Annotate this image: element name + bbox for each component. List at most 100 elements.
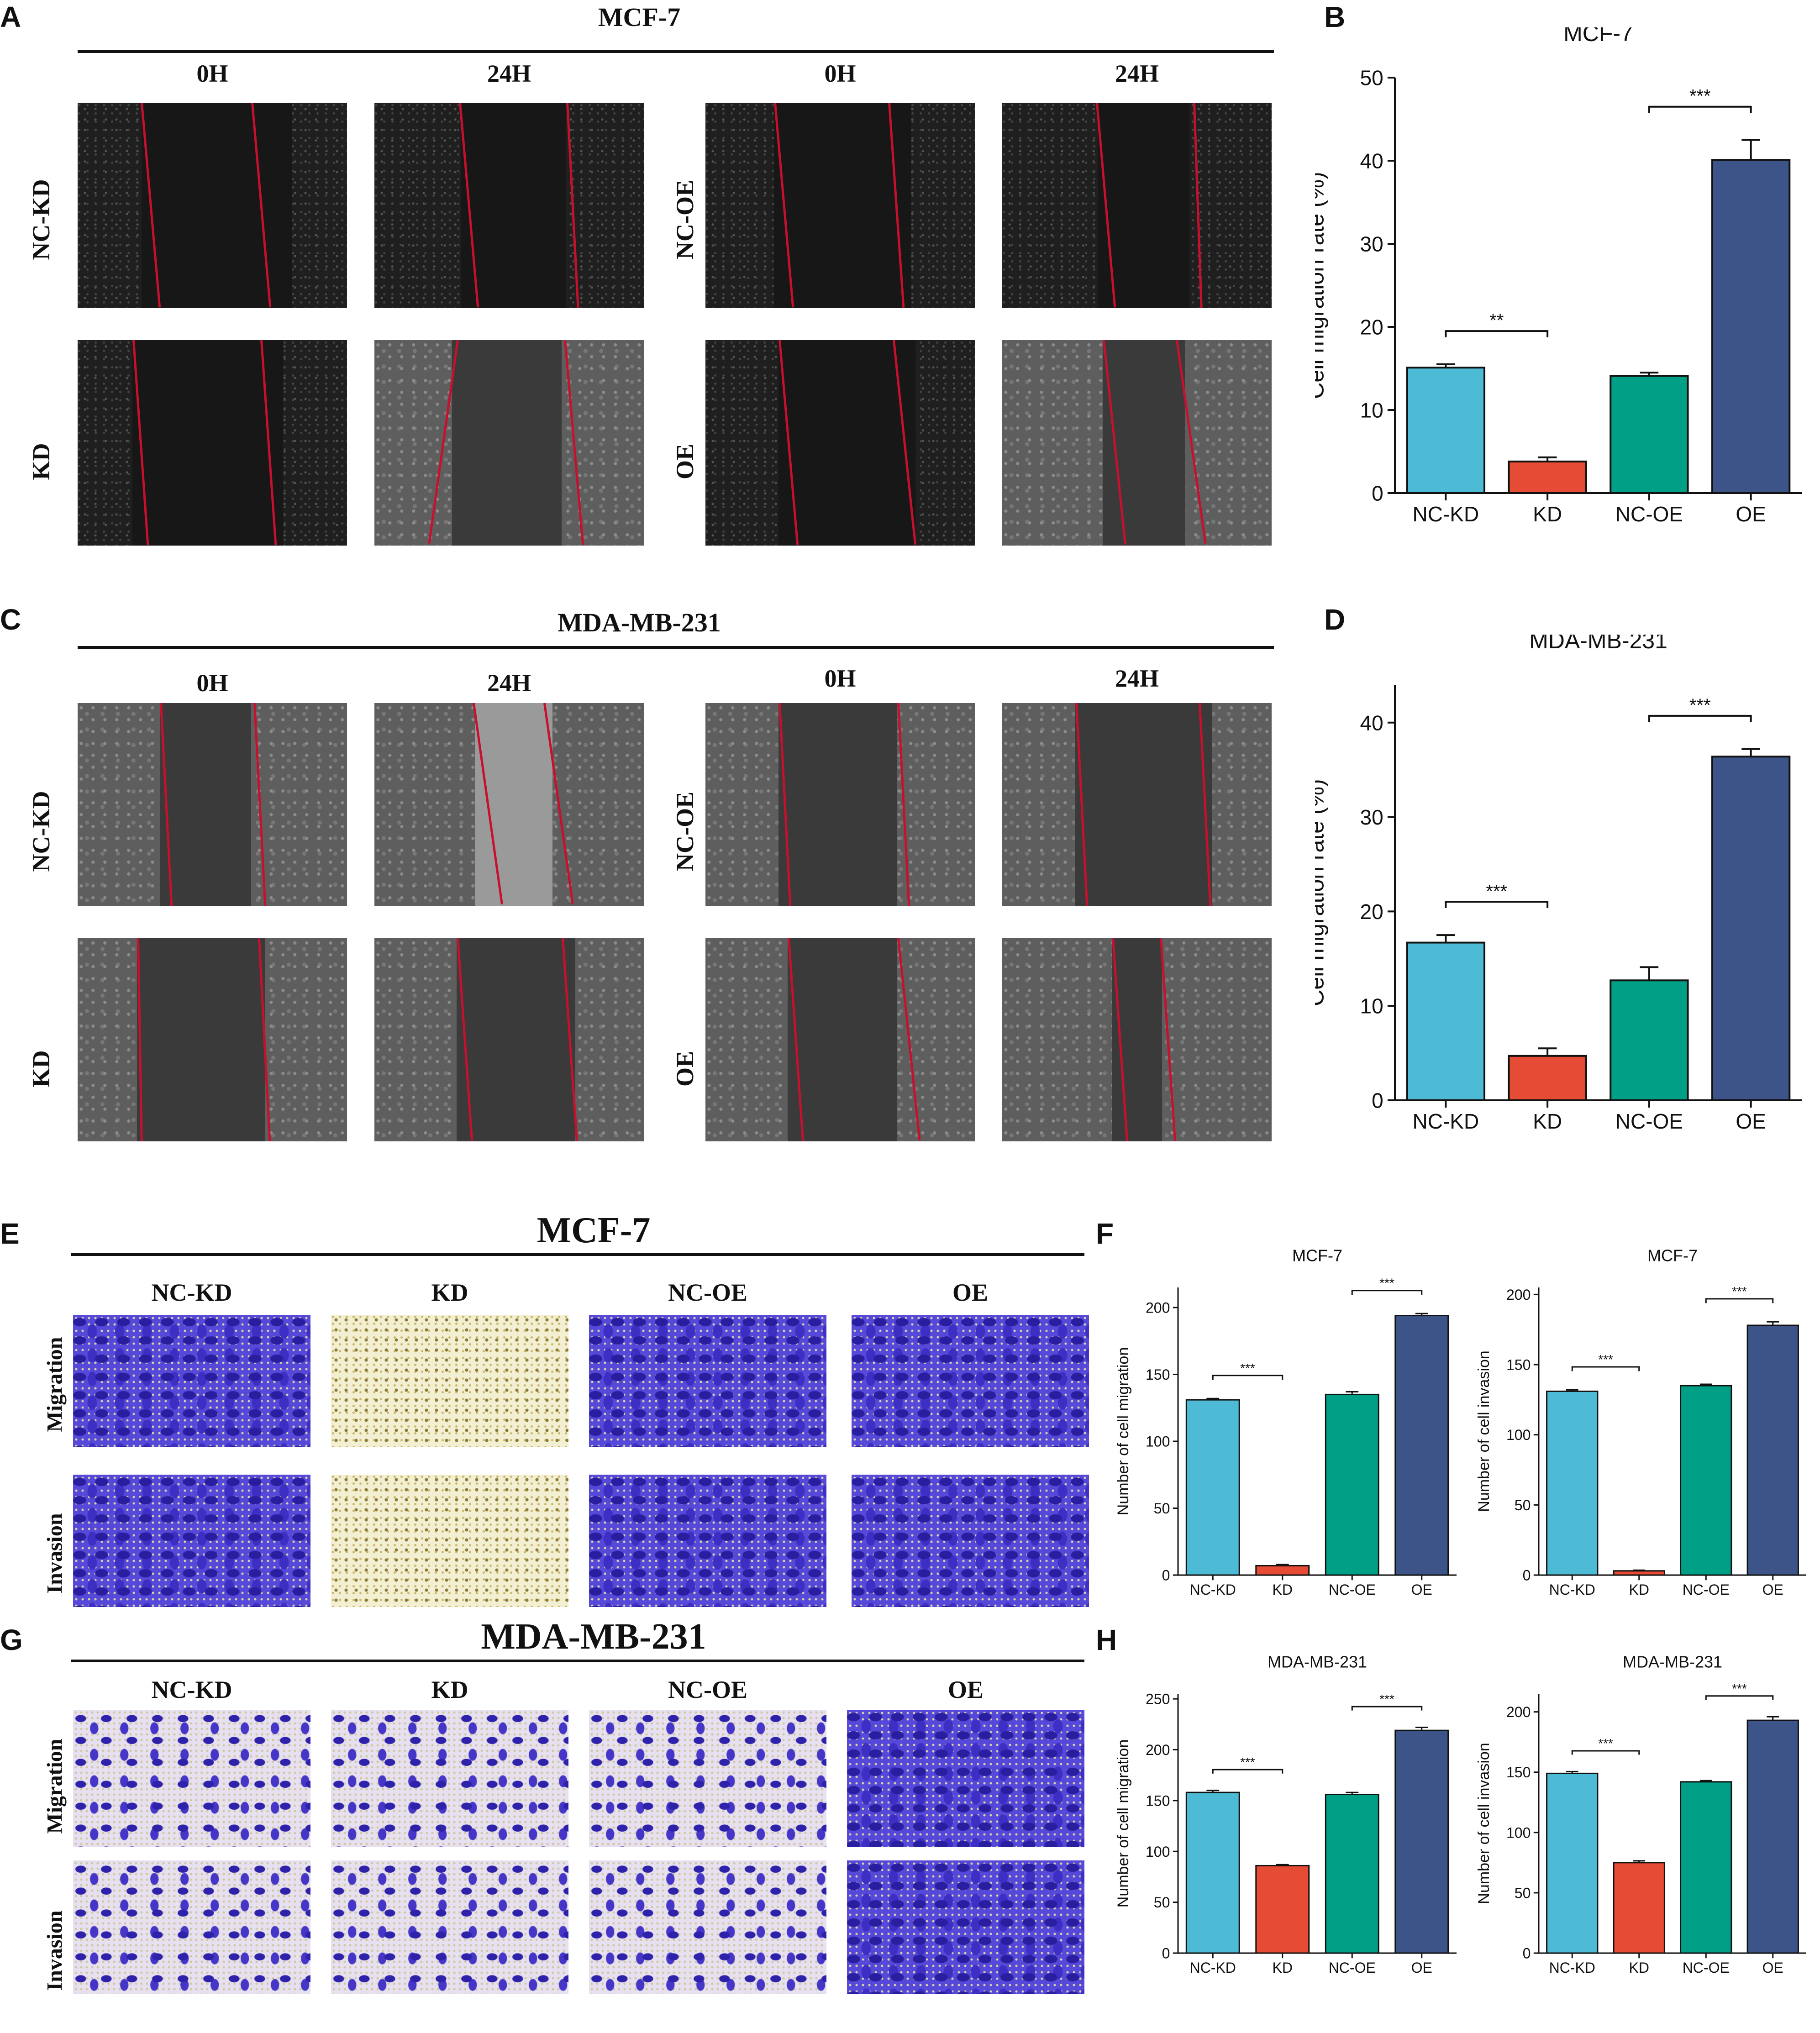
bar-oe — [1746, 1324, 1799, 1576]
panel-e-rule — [71, 1253, 1084, 1256]
stain-e-invasion-oe — [852, 1475, 1089, 1607]
x-tick-label: KD — [1629, 1581, 1649, 1598]
significance-label: *** — [1598, 1352, 1613, 1366]
significance-label: *** — [1486, 881, 1507, 901]
y-axis-label: Number of cell migration — [1115, 1739, 1132, 1907]
y-tick-label: 150 — [1506, 1357, 1531, 1373]
significance-bracket — [1705, 1298, 1774, 1303]
panel-g-title: MDA-MB-231 — [481, 1617, 706, 1657]
bar-kd — [1255, 1565, 1310, 1576]
panel-c-rule — [78, 646, 1274, 649]
panel-a-col-24h-right: 24H — [1115, 60, 1159, 87]
significance-bracket — [1212, 1375, 1283, 1380]
y-axis-label: Number of cell invasion — [1475, 1350, 1493, 1512]
stain-e-migration-kd — [331, 1315, 568, 1447]
significance-label: *** — [1240, 1755, 1255, 1769]
panel-c-col-0h-right: 0H — [824, 665, 856, 692]
panel-g-col-oe: OE — [947, 1676, 984, 1703]
x-tick-label: NC-KD — [1413, 502, 1479, 526]
x-tick-label: KD — [1533, 1109, 1562, 1133]
y-tick-label: 200 — [1506, 1704, 1531, 1720]
panel-label-g: G — [0, 1623, 23, 1656]
bar-nc-kd — [1546, 1390, 1599, 1576]
x-tick-label: KD — [1533, 502, 1562, 526]
panel-e-col-oe: OE — [952, 1279, 989, 1306]
micrograph-a-nc-oe-24h — [1002, 103, 1272, 308]
y-axis-label: Cell migration rate (%) — [1315, 172, 1329, 399]
bar-oe — [1746, 1719, 1799, 1954]
micrograph-a-kd-24h — [374, 340, 644, 546]
panel-label-e: E — [0, 1217, 20, 1250]
bar-nc-oe — [1680, 1385, 1732, 1576]
panel-c-row-kd: KD — [27, 1050, 55, 1087]
y-tick-label: 50 — [1360, 66, 1383, 90]
chart-title: MCF-7 — [1647, 1246, 1698, 1265]
y-axis-label: Number of cell migration — [1115, 1347, 1132, 1515]
panel-c-row-nc-kd: NC-KD — [27, 791, 55, 872]
bar-nc-oe — [1325, 1794, 1379, 1954]
y-tick-label: 50 — [1154, 1500, 1170, 1517]
x-tick-label: NC-KD — [1549, 1959, 1595, 1976]
panel-c-col-24h-left: 24H — [487, 669, 531, 697]
chart-title: MDA-MB-231 — [1268, 1652, 1367, 1671]
x-tick-label: OE — [1762, 1581, 1783, 1598]
significance-bracket — [1648, 714, 1752, 722]
y-axis-label: Cell migration rate (%) — [1315, 779, 1329, 1006]
chart-h-invasion: MDA-MB-231 Number of cell invasion NC-KD KD… — [1475, 1652, 1806, 1976]
panel-label-b: B — [1324, 0, 1346, 33]
bar-nc-kd — [1406, 367, 1486, 494]
panel-label-c: C — [0, 603, 21, 636]
significance-label: *** — [1732, 1681, 1747, 1696]
x-tick-label: KD — [1273, 1959, 1293, 1976]
bar-nc-oe — [1325, 1393, 1379, 1576]
chart-title: MCF-7 — [1563, 27, 1633, 46]
panel-a-col-24h-left: 24H — [487, 60, 531, 87]
significance-bracket — [1351, 1706, 1423, 1711]
significance-bracket — [1351, 1290, 1423, 1295]
panel-label-f: F — [1096, 1217, 1114, 1250]
panel-g-col-nc-oe: NC-OE — [668, 1676, 747, 1703]
stain-g-migration-nc-oe — [589, 1710, 826, 1847]
stain-g-invasion-nc-kd — [73, 1860, 310, 1994]
panel-label-d: D — [1324, 603, 1346, 636]
bar-oe — [1394, 1315, 1449, 1576]
panel-g-row-migration: Migration — [42, 1739, 67, 1834]
micrograph-a-oe-24h — [1002, 340, 1272, 546]
panel-a-title: MCF-7 — [598, 2, 681, 32]
panel-c-title: MDA-MB-231 — [558, 608, 721, 637]
stain-g-invasion-oe — [847, 1860, 1084, 1994]
y-tick-label: 10 — [1360, 399, 1383, 422]
stain-g-invasion-nc-oe — [589, 1860, 826, 1994]
y-tick-label: 150 — [1506, 1764, 1531, 1781]
significance-bracket — [1212, 1769, 1283, 1774]
x-tick-label: NC-OE — [1615, 502, 1683, 526]
chart-d: MDA-MB-231 Cell migration rate (%) NC-KD KD… — [1315, 635, 1802, 1133]
y-tick-label: 40 — [1360, 711, 1383, 735]
chart-b: MCF-7 Cell migration rate (%) NC-KD KD NC-OE… — [1315, 27, 1802, 526]
panel-e-row-migration: Migration — [42, 1337, 67, 1432]
y-tick-label: 10 — [1360, 994, 1383, 1018]
significance-bracket — [1445, 901, 1549, 908]
x-tick-label: NC-OE — [1683, 1959, 1730, 1976]
panel-a-col-0h-left: 0H — [196, 60, 228, 87]
panel-label-h: H — [1096, 1623, 1117, 1656]
stain-g-migration-oe — [847, 1710, 1084, 1847]
micrograph-c-nc-kd-24h — [374, 703, 644, 906]
stain-e-migration-nc-kd — [73, 1315, 310, 1447]
micrograph-a-nc-kd-0h — [78, 103, 347, 308]
x-tick-label: NC-KD — [1190, 1959, 1236, 1976]
stain-g-invasion-kd — [331, 1860, 568, 1994]
x-tick-label: NC-OE — [1329, 1959, 1376, 1976]
y-tick-label: 30 — [1360, 232, 1383, 256]
x-tick-label: OE — [1411, 1581, 1432, 1598]
bar-kd — [1255, 1865, 1310, 1954]
panel-c-col-0h-left: 0H — [196, 669, 228, 697]
bar-nc-kd — [1185, 1791, 1240, 1954]
panel-a-rule — [78, 50, 1274, 53]
stain-e-invasion-kd — [331, 1475, 568, 1607]
bar-nc-kd — [1406, 941, 1486, 1101]
x-tick-label: OE — [1411, 1959, 1432, 1976]
y-tick-label: 150 — [1146, 1366, 1170, 1383]
panel-e-title: MCF-7 — [537, 1210, 651, 1250]
significance-bracket — [1445, 330, 1549, 337]
